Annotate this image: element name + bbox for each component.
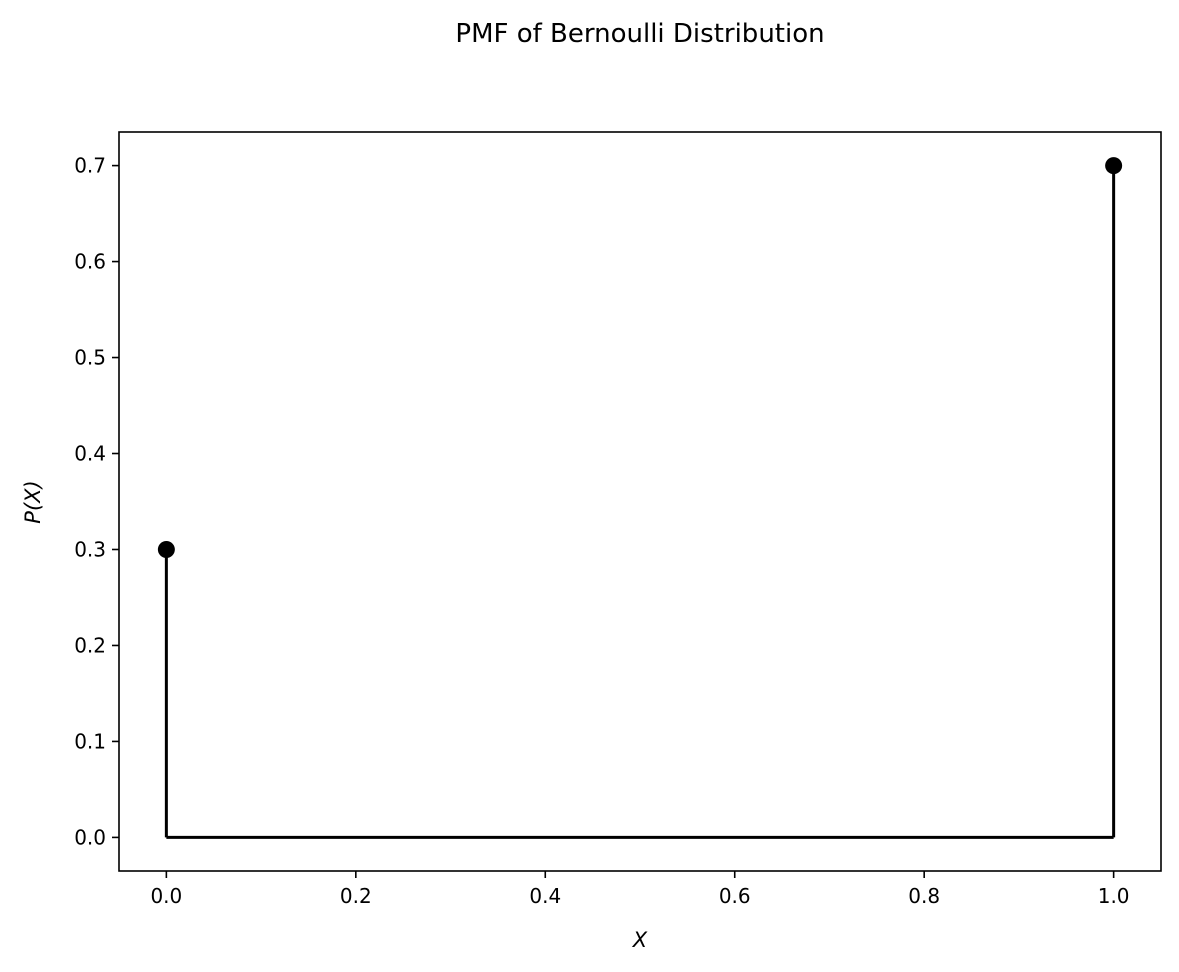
y-axis-ticks: 0.0 0.1 0.2 0.3 0.4 0.5 0.6 0.7 xyxy=(74,154,119,849)
chart-title: PMF of Bernoulli Distribution xyxy=(455,19,824,49)
stem-marker xyxy=(1105,157,1123,175)
y-tick-label: 0.1 xyxy=(74,729,106,753)
y-tick-label: 0.2 xyxy=(74,633,106,657)
y-tick-label: 0.3 xyxy=(74,537,106,561)
x-tick-label: 0.2 xyxy=(340,884,372,908)
x-tick-label: 0.0 xyxy=(150,884,182,908)
stem-marker xyxy=(157,540,175,558)
y-axis-label: P(X) xyxy=(21,480,45,523)
x-tick-label: 0.6 xyxy=(719,884,751,908)
x-axis-ticks: 0.0 0.2 0.4 0.6 0.8 1.0 xyxy=(150,871,1130,908)
x-tick-label: 0.4 xyxy=(529,884,561,908)
y-tick-label: 0.7 xyxy=(74,154,106,178)
axes-frame xyxy=(118,131,1162,872)
plot-area xyxy=(157,157,1123,839)
y-tick-label: 0.4 xyxy=(74,442,106,466)
y-tick-label: 0.0 xyxy=(74,825,106,849)
y-tick-label: 0.5 xyxy=(74,346,106,370)
x-axis-label: X xyxy=(632,928,648,952)
x-tick-label: 1.0 xyxy=(1098,884,1130,908)
y-tick-label: 0.6 xyxy=(74,250,106,274)
x-tick-label: 0.8 xyxy=(908,884,940,908)
